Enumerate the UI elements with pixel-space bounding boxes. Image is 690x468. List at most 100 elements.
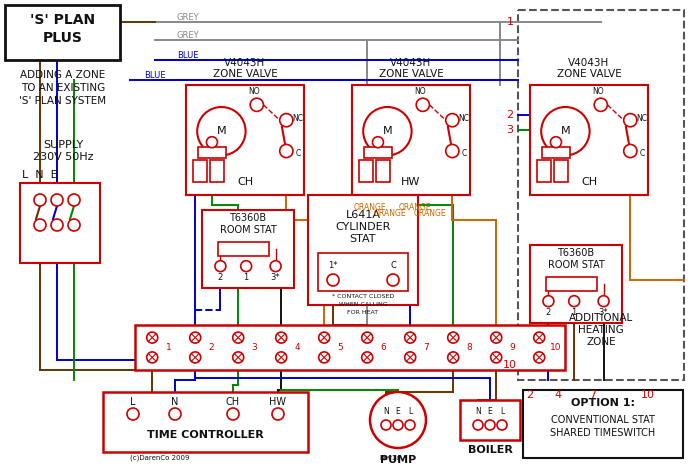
Text: L  N  E: L N E <box>22 170 58 180</box>
Text: Rev1a: Rev1a <box>380 455 401 461</box>
Bar <box>103 392 308 452</box>
Bar <box>364 146 392 158</box>
Text: FOR HEAT: FOR HEAT <box>348 310 379 315</box>
Circle shape <box>387 274 399 286</box>
Text: GREY: GREY <box>177 13 199 22</box>
Text: C: C <box>390 261 396 270</box>
Circle shape <box>624 114 637 127</box>
Text: L: L <box>130 397 136 407</box>
Text: HEATING: HEATING <box>578 325 624 335</box>
Text: ORANGE: ORANGE <box>399 204 431 212</box>
Circle shape <box>381 420 391 430</box>
Circle shape <box>448 352 459 363</box>
Bar <box>523 390 683 458</box>
Text: M: M <box>382 126 392 136</box>
Circle shape <box>448 332 459 343</box>
Text: 7: 7 <box>424 343 429 352</box>
Text: C: C <box>640 148 644 158</box>
Text: CH: CH <box>581 177 597 187</box>
Text: 1: 1 <box>166 343 171 352</box>
Text: N: N <box>475 408 481 417</box>
Text: 1: 1 <box>244 272 249 282</box>
Text: 6: 6 <box>381 343 386 352</box>
Circle shape <box>51 219 63 231</box>
Text: M: M <box>217 126 226 136</box>
Circle shape <box>272 408 284 420</box>
Text: 10: 10 <box>641 390 655 400</box>
Text: 8: 8 <box>466 343 473 352</box>
Text: 4: 4 <box>295 343 300 352</box>
Bar <box>318 253 408 291</box>
Text: * CONTACT CLOSED: * CONTACT CLOSED <box>332 294 394 300</box>
Text: ORANGE: ORANGE <box>414 209 446 218</box>
Text: ADDITIONAL: ADDITIONAL <box>569 313 633 323</box>
Circle shape <box>227 408 239 420</box>
Text: NC: NC <box>637 114 648 123</box>
Circle shape <box>393 420 403 430</box>
Bar <box>198 146 226 158</box>
Circle shape <box>68 194 80 206</box>
Text: N: N <box>383 408 389 417</box>
Text: 2: 2 <box>506 110 513 120</box>
Circle shape <box>190 332 201 343</box>
Text: L: L <box>408 408 412 417</box>
Text: NO: NO <box>592 87 604 96</box>
Text: CYLINDER: CYLINDER <box>335 222 391 232</box>
Text: BLUE: BLUE <box>177 51 199 59</box>
Text: OPTION 1:: OPTION 1: <box>571 398 635 408</box>
Text: 1*: 1* <box>328 261 337 270</box>
Text: 1: 1 <box>506 17 513 27</box>
Circle shape <box>147 332 158 343</box>
Text: NC: NC <box>459 114 470 123</box>
Circle shape <box>241 261 252 271</box>
Text: E: E <box>395 408 400 417</box>
Circle shape <box>197 107 246 155</box>
Circle shape <box>34 194 46 206</box>
Circle shape <box>446 145 459 158</box>
Bar <box>218 242 268 256</box>
Text: NC: NC <box>293 114 304 123</box>
Text: BOILER: BOILER <box>468 445 513 455</box>
Text: 3*: 3* <box>599 307 609 316</box>
Text: 5: 5 <box>337 343 344 352</box>
Circle shape <box>215 261 226 271</box>
Circle shape <box>594 98 607 111</box>
Bar <box>530 245 622 323</box>
Circle shape <box>127 408 139 420</box>
Circle shape <box>569 296 580 307</box>
Text: 9: 9 <box>510 343 515 352</box>
Text: ADDING A ZONE: ADDING A ZONE <box>21 70 106 80</box>
Text: 230V 50Hz: 230V 50Hz <box>32 152 93 162</box>
Circle shape <box>250 98 264 111</box>
Circle shape <box>363 107 412 155</box>
Text: 2: 2 <box>218 272 223 282</box>
Circle shape <box>598 296 609 307</box>
Text: 2: 2 <box>526 390 533 400</box>
Circle shape <box>405 352 415 363</box>
Circle shape <box>327 274 339 286</box>
Bar <box>542 146 570 158</box>
Text: T6360B
ROOM STAT: T6360B ROOM STAT <box>219 213 277 235</box>
Circle shape <box>485 420 495 430</box>
Circle shape <box>624 145 637 158</box>
Text: SUPPLY: SUPPLY <box>43 140 83 150</box>
Text: WHEN CALLING: WHEN CALLING <box>339 302 387 307</box>
Text: E: E <box>488 408 493 417</box>
Bar <box>553 160 568 182</box>
Text: 2: 2 <box>546 307 551 316</box>
Bar <box>546 277 597 291</box>
Circle shape <box>533 332 544 343</box>
Bar <box>530 85 648 195</box>
Text: HW: HW <box>270 397 286 407</box>
Text: ZONE VALVE: ZONE VALVE <box>557 69 622 79</box>
Circle shape <box>190 352 201 363</box>
Text: (c)DarenCo 2009: (c)DarenCo 2009 <box>130 455 190 461</box>
Bar <box>20 183 100 263</box>
Text: 3: 3 <box>252 343 257 352</box>
Text: ORANGE: ORANGE <box>354 204 386 212</box>
Circle shape <box>147 352 158 363</box>
Circle shape <box>405 332 415 343</box>
Circle shape <box>551 137 562 148</box>
Circle shape <box>233 332 244 343</box>
Text: 10: 10 <box>550 343 561 352</box>
